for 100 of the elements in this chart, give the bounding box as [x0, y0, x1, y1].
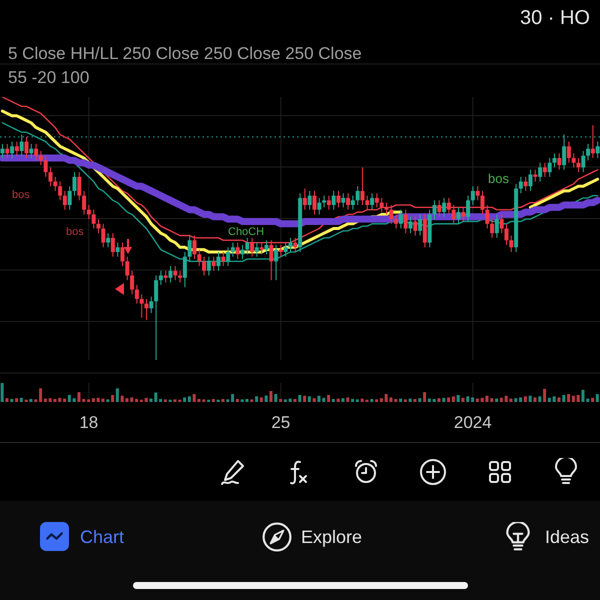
bar	[149, 398, 152, 402]
candlestick	[374, 192, 379, 208]
bar	[0, 383, 4, 402]
candlestick	[360, 166, 364, 206]
x-tick-label: 2024	[454, 413, 492, 432]
candlestick	[437, 200, 442, 218]
candlestick	[365, 195, 370, 210]
candlestick	[101, 223, 106, 248]
candlestick	[596, 141, 600, 159]
candlestick	[5, 143, 10, 159]
candlestick	[408, 216, 412, 234]
text: 55 -20 100	[8, 68, 90, 87]
bar	[375, 399, 378, 402]
candlestick	[110, 232, 115, 258]
bar	[461, 398, 464, 402]
candlestick	[77, 172, 82, 201]
candlestick	[221, 251, 226, 267]
bar	[164, 399, 167, 402]
candlestick	[326, 195, 331, 210]
candlestick	[494, 214, 499, 238]
bar	[346, 397, 350, 402]
candlestick	[413, 216, 418, 236]
bar	[456, 394, 460, 402]
candlestick	[86, 204, 91, 220]
bar	[389, 397, 392, 402]
candlestick	[341, 192, 346, 208]
candlestick	[264, 240, 268, 255]
bar	[240, 399, 244, 402]
candlestick	[288, 237, 292, 252]
candlestick	[452, 204, 456, 224]
bar	[394, 398, 398, 402]
candlestick	[528, 169, 532, 192]
candlestick	[350, 195, 355, 210]
annotation: ChoCH	[228, 226, 264, 238]
candlestick	[158, 270, 163, 286]
candlestick	[576, 158, 580, 173]
candlestick	[212, 256, 216, 272]
candlestick	[552, 152, 556, 168]
chart-title: 30 · HO	[520, 7, 590, 29]
candlestick	[24, 136, 28, 159]
bar	[120, 396, 124, 402]
bar	[221, 398, 224, 402]
bar	[533, 397, 536, 402]
candlestick	[173, 266, 178, 281]
annotation: bos	[488, 171, 509, 186]
candlestick	[418, 214, 422, 236]
candlestick	[178, 270, 182, 284]
candlestick	[134, 284, 139, 304]
bar	[557, 397, 560, 402]
candlestick	[542, 162, 547, 178]
candlestick	[394, 214, 398, 229]
bar	[418, 398, 422, 402]
candlestick	[485, 204, 490, 229]
bar	[341, 398, 344, 402]
annotation: bos	[12, 189, 30, 201]
bar	[269, 390, 272, 402]
bar	[399, 398, 402, 402]
candlestick	[332, 190, 336, 210]
candlestick	[149, 296, 154, 314]
bar	[596, 394, 599, 402]
candlestick	[581, 150, 586, 173]
candlestick	[168, 266, 172, 284]
bar	[303, 396, 306, 402]
bar	[423, 392, 426, 402]
candlestick	[509, 235, 514, 252]
candlestick	[245, 237, 250, 255]
candlestick	[461, 206, 466, 222]
candlestick	[130, 270, 134, 295]
candlestick	[466, 195, 470, 222]
candlestick	[10, 141, 14, 159]
candlestick	[125, 256, 130, 281]
candlestick	[389, 204, 394, 224]
candlestick	[356, 186, 360, 206]
candlestick	[116, 242, 120, 258]
candlestick	[490, 218, 494, 238]
bar	[197, 398, 200, 402]
candlestick	[422, 214, 427, 248]
bar	[53, 398, 56, 402]
bar	[404, 399, 407, 402]
bar	[20, 398, 23, 402]
bar	[212, 398, 215, 402]
candlestick	[44, 155, 48, 178]
candlestick	[524, 176, 528, 192]
bar	[111, 394, 114, 402]
bar	[192, 394, 196, 402]
candlestick	[480, 190, 484, 215]
bar	[202, 399, 206, 402]
bar	[317, 396, 320, 402]
annotation: bos	[66, 226, 84, 238]
candlestick	[446, 197, 451, 215]
candlestick	[140, 294, 144, 318]
bar	[586, 398, 590, 402]
bar	[567, 394, 570, 402]
bar	[509, 398, 512, 402]
bar	[15, 398, 18, 402]
candlestick	[254, 242, 259, 258]
candlestick	[538, 162, 542, 182]
bar	[5, 398, 8, 402]
bar	[360, 398, 364, 402]
candlestick	[197, 249, 202, 267]
